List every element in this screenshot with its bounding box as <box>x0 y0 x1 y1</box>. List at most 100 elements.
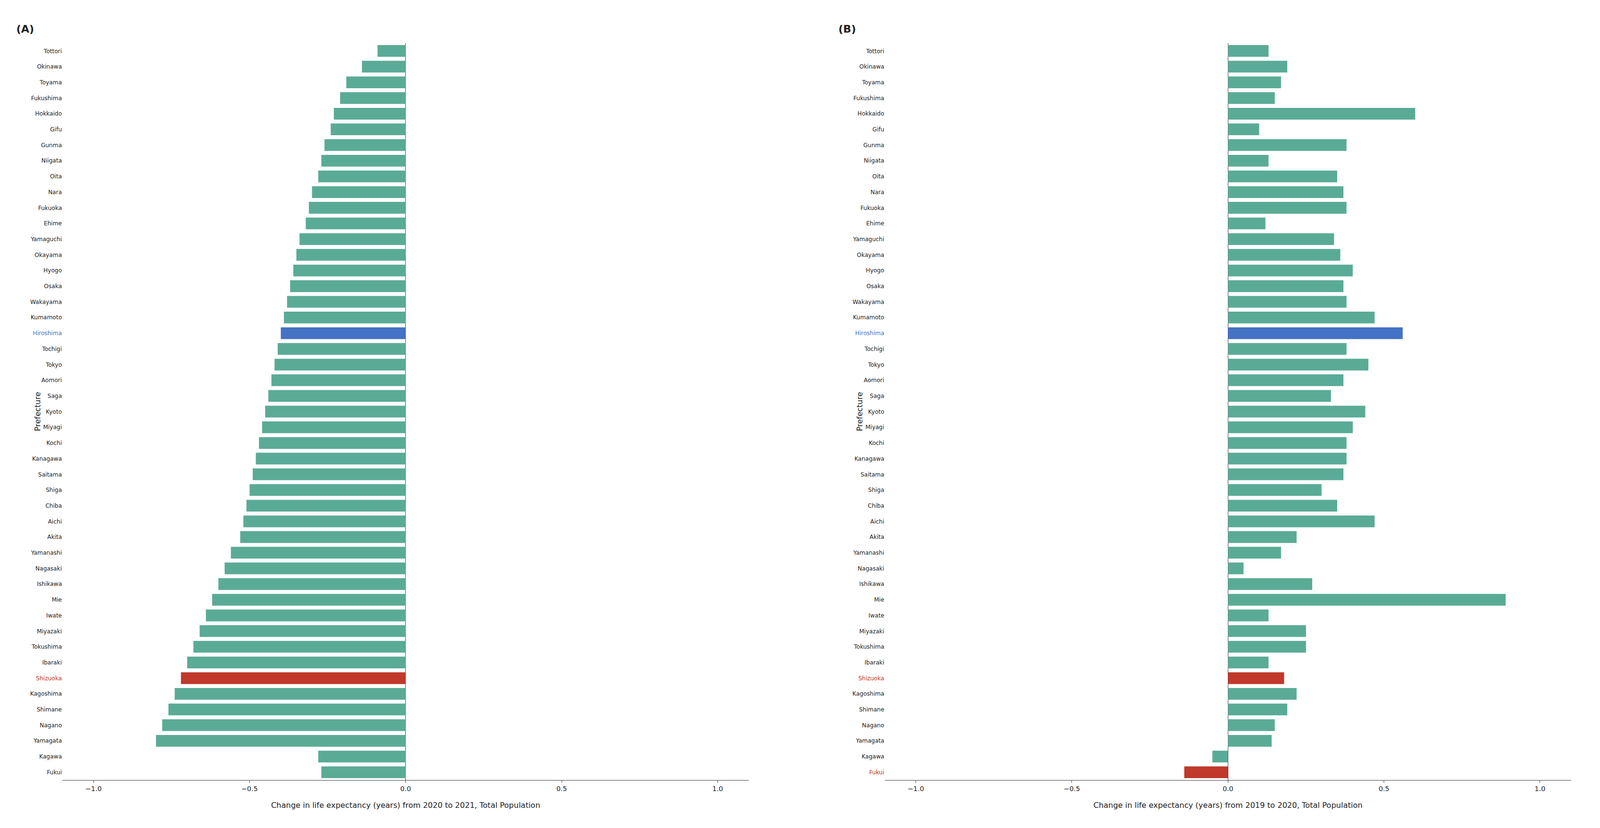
svg-text:Hyogo: Hyogo <box>43 267 62 274</box>
svg-text:Kanagawa: Kanagawa <box>32 455 62 463</box>
svg-text:Gifu: Gifu <box>50 126 62 133</box>
svg-text:Aomori: Aomori <box>41 376 62 384</box>
svg-text:Iwate: Iwate <box>46 612 62 620</box>
svg-text:Kyoto: Kyoto <box>46 408 63 416</box>
svg-text:Chiba: Chiba <box>45 502 62 510</box>
svg-text:Niigata: Niigata <box>863 157 885 165</box>
svg-text:−0.5: −0.5 <box>1063 785 1081 793</box>
svg-text:Prefecture: Prefecture <box>33 391 43 432</box>
svg-text:Kumamoto: Kumamoto <box>30 314 62 321</box>
svg-text:Tokyo: Tokyo <box>45 361 62 369</box>
svg-text:Osaka: Osaka <box>44 282 62 290</box>
svg-text:Aomori: Aomori <box>863 376 885 384</box>
svg-text:0.5: 0.5 <box>556 785 567 793</box>
svg-text:Saga: Saga <box>47 392 62 400</box>
svg-text:Mie: Mie <box>873 596 884 604</box>
svg-text:Saitama: Saitama <box>38 471 62 479</box>
svg-text:Shizuoka: Shizuoka <box>35 675 62 683</box>
svg-text:Okinawa: Okinawa <box>859 63 885 71</box>
svg-text:Gunma: Gunma <box>863 141 885 149</box>
svg-text:Kagoshima: Kagoshima <box>30 690 62 698</box>
svg-text:Tochigi: Tochigi <box>41 345 62 353</box>
svg-text:Kagawa: Kagawa <box>861 753 884 761</box>
svg-text:Shiga: Shiga <box>868 486 885 494</box>
svg-text:Fukuoka: Fukuoka <box>38 204 62 212</box>
svg-text:Hyogo: Hyogo <box>865 267 884 274</box>
svg-text:Aichi: Aichi <box>870 518 884 526</box>
svg-text:Fukuoka: Fukuoka <box>860 204 884 212</box>
svg-text:Ibaraki: Ibaraki <box>864 659 884 667</box>
svg-text:Saga: Saga <box>870 392 885 400</box>
svg-text:Kochi: Kochi <box>46 439 62 447</box>
svg-text:Akita: Akita <box>869 533 885 541</box>
svg-text:Ehime: Ehime <box>866 220 885 227</box>
svg-text:0.0: 0.0 <box>1222 785 1234 793</box>
svg-text:Nagasaki: Nagasaki <box>857 565 884 573</box>
svg-text:1.0: 1.0 <box>712 785 723 793</box>
svg-text:Ehime: Ehime <box>43 220 62 227</box>
svg-text:Tokyo: Tokyo <box>867 361 885 369</box>
svg-text:Yamaguchi: Yamaguchi <box>30 235 62 243</box>
svg-text:Yamagata: Yamagata <box>855 737 884 745</box>
svg-text:−0.5: −0.5 <box>241 785 258 793</box>
svg-text:Kumamoto: Kumamoto <box>853 314 885 321</box>
svg-text:Toyama: Toyama <box>39 79 62 86</box>
svg-text:Fukui: Fukui <box>47 769 62 777</box>
svg-text:Change in life expectancy (yea: Change in life expectancy (years) from 2… <box>1093 800 1363 811</box>
svg-text:Chiba: Chiba <box>867 502 884 510</box>
svg-text:1.0: 1.0 <box>1534 785 1546 793</box>
svg-text:Kagoshima: Kagoshima <box>852 690 884 698</box>
svg-text:Kanagawa: Kanagawa <box>854 455 884 463</box>
svg-text:0.5: 0.5 <box>1378 785 1389 793</box>
svg-text:Nara: Nara <box>47 188 62 196</box>
svg-text:Iwate: Iwate <box>868 612 885 620</box>
svg-text:Nagano: Nagano <box>861 722 884 730</box>
svg-text:Yamaguchi: Yamaguchi <box>852 235 885 243</box>
svg-text:Shizuoka: Shizuoka <box>858 675 885 683</box>
svg-text:Hiroshima: Hiroshima <box>32 329 62 337</box>
svg-text:Nagasaki: Nagasaki <box>35 565 62 573</box>
svg-text:Miyazaki: Miyazaki <box>36 628 62 636</box>
svg-text:Tochigi: Tochigi <box>863 345 884 353</box>
svg-text:Gifu: Gifu <box>872 126 884 133</box>
svg-text:Shiga: Shiga <box>45 486 62 494</box>
svg-text:Osaka: Osaka <box>866 282 884 290</box>
svg-text:Tottori: Tottori <box>865 47 885 55</box>
svg-text:Aichi: Aichi <box>47 518 62 526</box>
svg-text:Ibaraki: Ibaraki <box>42 659 62 667</box>
svg-text:Kagawa: Kagawa <box>39 753 62 761</box>
svg-text:Kochi: Kochi <box>868 439 884 447</box>
svg-text:Tokushima: Tokushima <box>31 643 62 651</box>
svg-text:−1.0: −1.0 <box>907 785 925 793</box>
svg-text:Change in life expectancy (yea: Change in life expectancy (years) from 2… <box>270 800 541 811</box>
svg-text:Okinawa: Okinawa <box>36 63 62 71</box>
svg-text:Shimane: Shimane <box>36 706 62 714</box>
svg-text:(B): (B) <box>838 23 857 36</box>
svg-text:Fukushima: Fukushima <box>31 94 62 102</box>
svg-text:Tottori: Tottori <box>43 47 62 55</box>
svg-text:Nagano: Nagano <box>39 722 62 730</box>
svg-text:Wakayama: Wakayama <box>852 298 885 306</box>
svg-text:Mie: Mie <box>51 596 62 604</box>
svg-text:Yamanashi: Yamanashi <box>852 549 884 557</box>
svg-text:Wakayama: Wakayama <box>30 298 62 306</box>
svg-text:Fukushima: Fukushima <box>853 94 884 102</box>
svg-text:Okayama: Okayama <box>857 251 885 259</box>
svg-text:Tokushima: Tokushima <box>853 643 885 651</box>
svg-text:Oita: Oita <box>49 173 62 180</box>
svg-text:Prefecture: Prefecture <box>855 391 865 432</box>
svg-text:Ishikawa: Ishikawa <box>859 580 885 588</box>
svg-text:Kyoto: Kyoto <box>868 408 885 416</box>
svg-text:Miyagi: Miyagi <box>43 423 62 431</box>
svg-text:Yamagata: Yamagata <box>33 737 62 745</box>
svg-text:Ishikawa: Ishikawa <box>36 580 62 588</box>
svg-text:(A): (A) <box>16 23 35 36</box>
svg-text:Yamanashi: Yamanashi <box>30 549 62 557</box>
svg-text:−1.0: −1.0 <box>85 785 102 793</box>
svg-text:Saitama: Saitama <box>860 471 884 479</box>
svg-text:Akita: Akita <box>47 533 62 541</box>
svg-text:Gunma: Gunma <box>40 141 62 149</box>
svg-text:Hiroshima: Hiroshima <box>855 329 885 337</box>
svg-text:Oita: Oita <box>872 173 885 180</box>
svg-text:Niigata: Niigata <box>41 157 62 165</box>
